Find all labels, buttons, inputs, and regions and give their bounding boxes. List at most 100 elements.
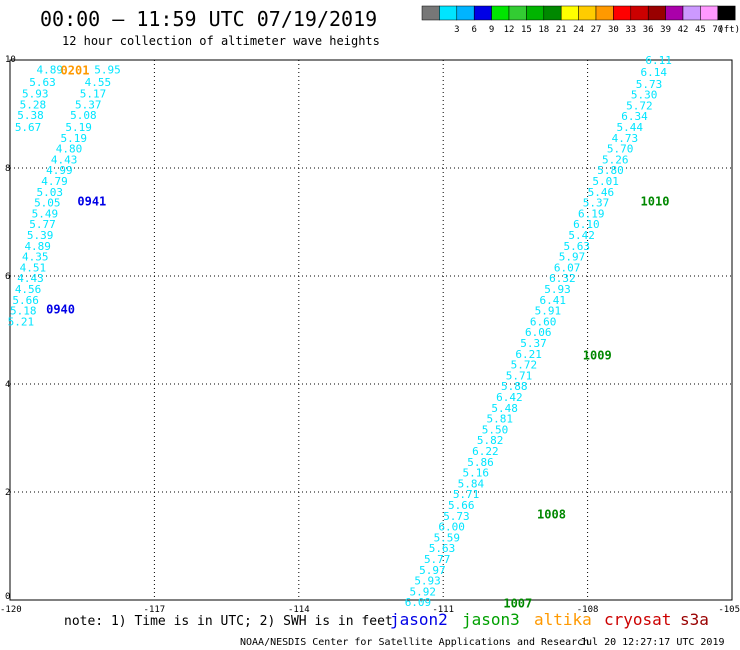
wave-height-label: 6.21 xyxy=(515,348,542,361)
swh-colorbar: 3 6 9 12 15 18 21 24 27 30 33 36 39 42 45 70(ft) xyxy=(421,5,740,35)
mission-label: jason3 xyxy=(462,610,520,629)
colorbar-label: 27 xyxy=(591,25,602,35)
colorbar-swatch xyxy=(630,5,649,21)
pass-time-label: 1009 xyxy=(583,348,612,362)
plot-frame xyxy=(9,59,733,601)
colorbar-swatch xyxy=(543,5,562,21)
wave-height-label: 5.39 xyxy=(27,229,53,242)
mission-legend: jason2 jason3 altika cryosat s3a xyxy=(390,610,709,629)
pass-time-label: 0941 xyxy=(77,194,106,208)
colorbar-swatch xyxy=(682,5,701,21)
wave-height-label: 5.19 xyxy=(65,121,92,134)
wave-height-label: 4.80 xyxy=(56,143,83,156)
wave-height-label: 4.99 xyxy=(46,164,73,177)
wave-height-label: 5.16 xyxy=(462,467,489,480)
wave-height-label: 5.30 xyxy=(631,89,658,102)
colorbar-swatch xyxy=(647,5,666,21)
wave-height-label: 5.59 xyxy=(434,531,461,544)
colorbar-swatch xyxy=(717,5,736,21)
wave-height-label: 5.67 xyxy=(15,121,41,134)
wave-height-label: 5.17 xyxy=(80,87,107,100)
wave-height-label: 6.14 xyxy=(641,66,668,79)
colorbar-swatch xyxy=(421,5,440,21)
mission-label: altika xyxy=(534,610,592,629)
wave-height-label: 6.34 xyxy=(621,110,648,123)
wave-height-label: 5.81 xyxy=(487,413,514,426)
wave-height-label: 4.89 xyxy=(24,240,51,253)
wave-height-label: 5.63 xyxy=(429,542,456,555)
pass-time-label: 0201 xyxy=(61,64,90,78)
colorbar-swatch xyxy=(508,5,527,21)
pass-time-label: 1008 xyxy=(537,508,566,522)
y-tick-label: 2 xyxy=(5,488,10,498)
wave-height-label: 5.05 xyxy=(34,197,61,210)
colorbar-label: 15 xyxy=(521,25,532,35)
y-tick-label: 6 xyxy=(5,272,10,282)
wave-height-label: 5.73 xyxy=(636,78,663,91)
mission-label: jason2 xyxy=(390,610,448,629)
wave-height-label: 5.91 xyxy=(535,305,562,318)
wave-height-label: 6.07 xyxy=(554,261,581,274)
wave-height-label: 5.86 xyxy=(467,456,494,469)
colorbar-label: 9 xyxy=(489,25,494,35)
colorbar-label: 70 xyxy=(712,25,723,35)
wave-height-label: 6.19 xyxy=(578,207,605,220)
colorbar-swatch xyxy=(578,5,597,21)
note-text: note: 1) Time is in UTC; 2) SWH is in fe… xyxy=(64,614,393,629)
y-tick-label: 0 xyxy=(5,592,10,602)
wave-height-label: 4.43 xyxy=(51,153,77,166)
y-tick-label: 4 xyxy=(5,380,10,390)
wave-height-label: 5.01 xyxy=(592,175,619,188)
colorbar-label: 18 xyxy=(538,25,549,35)
wave-height-label: 5.48 xyxy=(491,402,518,415)
y-tick-label: 8 xyxy=(5,164,10,174)
wave-height-label: 6.32 xyxy=(549,272,576,285)
colorbar-swatch xyxy=(456,5,475,21)
wave-height-label: 5.37 xyxy=(75,98,102,111)
colorbar-swatch xyxy=(560,5,579,21)
wave-height-label: 5.72 xyxy=(626,99,653,112)
x-tick-label: -108 xyxy=(577,605,599,615)
credit-text: NOAA/NESDIS Center for Satellite Applica… xyxy=(240,637,589,648)
wave-height-label: 4.89 xyxy=(36,64,63,77)
wave-height-label: 4.35 xyxy=(22,251,49,264)
wave-height-label: 5.73 xyxy=(443,510,470,523)
wave-height-label: 5.19 xyxy=(61,132,88,145)
colorbar-label: 21 xyxy=(556,25,567,35)
wave-height-label: 5.49 xyxy=(32,207,59,220)
wave-height-label: 5.71 xyxy=(506,369,532,382)
colorbar-swatch xyxy=(491,5,510,21)
satellite-passes: 4.89 5.95 5.63 4.55 5.93 5.17 5.28 5.37 5.38 5.08… xyxy=(8,54,672,609)
wave-height-label: 6.09 xyxy=(405,596,432,609)
wave-height-label: 5.97 xyxy=(559,251,586,264)
colorbar-label: 12 xyxy=(504,25,515,35)
wave-height-label: 5.37 xyxy=(520,337,547,350)
pass-time-label: 1010 xyxy=(641,194,670,208)
wave-height-label: 5.70 xyxy=(607,143,634,156)
x-tick-label: -114 xyxy=(288,605,310,615)
wave-height-label: 4.51 xyxy=(20,261,47,274)
pass-time-label: 1007 xyxy=(503,597,532,611)
wave-height-label: 6.22 xyxy=(472,445,499,458)
wave-height-label: 5.84 xyxy=(458,477,485,490)
wave-height-label: 5.18 xyxy=(10,305,37,318)
wave-height-label: 5.63 xyxy=(564,240,591,253)
colorbar-label: 36 xyxy=(643,25,654,35)
wave-height-label: 4.43 xyxy=(17,272,44,285)
wave-height-label: 5.28 xyxy=(20,98,47,111)
map-subtitle: 12 hour collection of altimeter wave hei… xyxy=(62,34,380,48)
wave-height-label: 6.60 xyxy=(530,315,557,328)
axis-tick-labels: -120 -117 -114 -111 -108 -105 0 2 4 6 8 10 xyxy=(0,55,740,615)
wave-height-label: 5.26 xyxy=(602,153,629,166)
colorbar-swatch xyxy=(595,5,614,21)
timestamp-text: Jul 20 12:27:17 UTC 2019 xyxy=(580,637,725,648)
pass-time-label: 0940 xyxy=(46,302,75,316)
wave-height-label: 5.03 xyxy=(36,186,63,199)
wave-height-label: 4.55 xyxy=(85,76,112,89)
x-tick-label: -111 xyxy=(432,605,454,615)
x-tick-label: -120 xyxy=(0,605,22,615)
wave-height-label: 6.06 xyxy=(525,326,552,339)
colorbar-label: 33 xyxy=(625,25,636,35)
wave-height-label: 5.66 xyxy=(12,294,39,307)
